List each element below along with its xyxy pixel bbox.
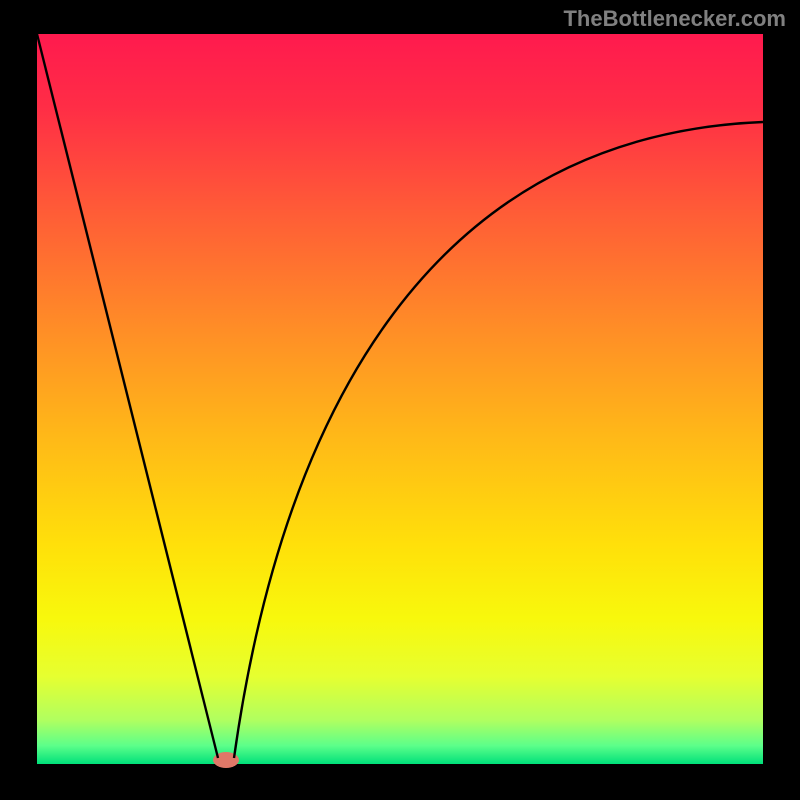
gradient-background [37,34,763,764]
plot-area [37,34,763,764]
watermark-text: TheBottlenecker.com [563,6,786,32]
chart-container: TheBottlenecker.com [0,0,800,800]
